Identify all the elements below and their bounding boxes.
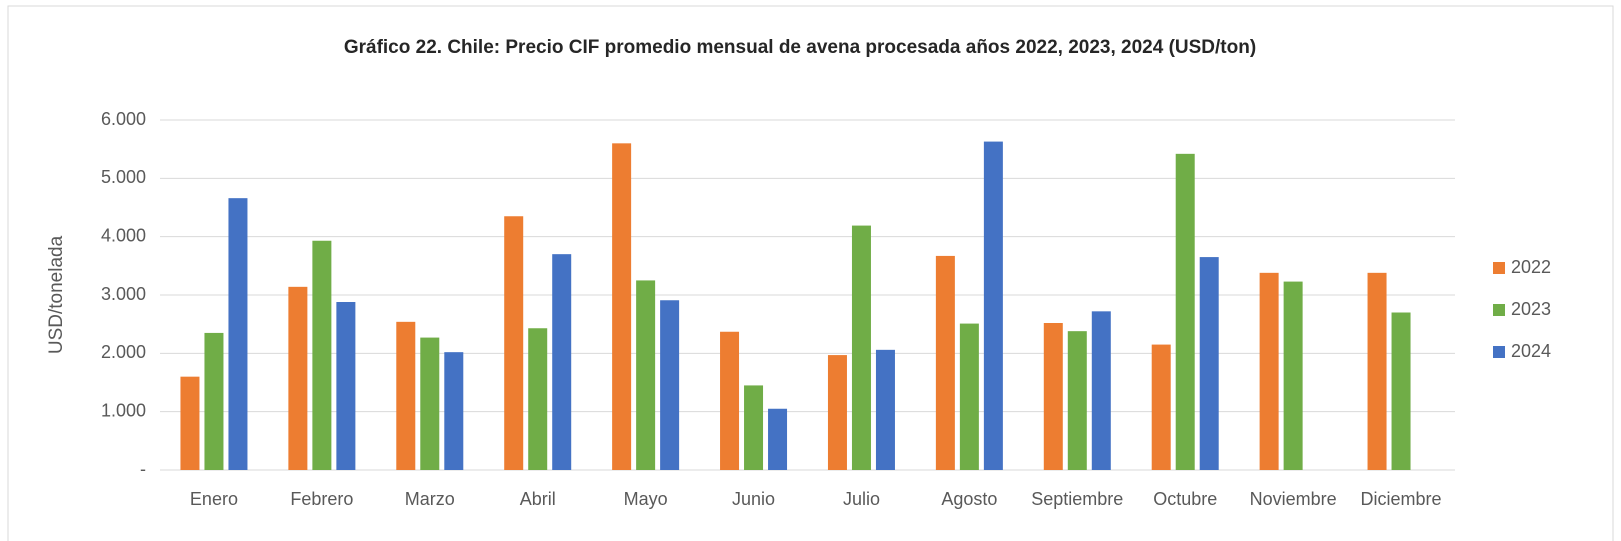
bar bbox=[851, 225, 871, 470]
x-tick-label: Abril bbox=[520, 489, 556, 509]
legend-swatch bbox=[1493, 262, 1505, 274]
x-tick-label: Enero bbox=[190, 489, 238, 509]
bar bbox=[1043, 323, 1063, 470]
bar bbox=[1199, 257, 1219, 470]
bar bbox=[744, 385, 764, 470]
x-tick-label: Diciembre bbox=[1361, 489, 1442, 509]
x-tick-label: Junio bbox=[732, 489, 775, 509]
bar bbox=[552, 254, 572, 470]
y-tick-label: 5.000 bbox=[101, 167, 146, 187]
legend-swatch bbox=[1493, 346, 1505, 358]
bar bbox=[983, 141, 1003, 471]
x-tick-label: Febrero bbox=[290, 489, 353, 509]
x-tick-label: Mayo bbox=[624, 489, 668, 509]
x-tick-label: Julio bbox=[843, 489, 880, 509]
bar bbox=[288, 286, 308, 470]
bar bbox=[768, 408, 788, 470]
bar bbox=[612, 143, 632, 471]
y-tick-label: 3.000 bbox=[101, 284, 146, 304]
chart-frame bbox=[7, 5, 1614, 541]
bar bbox=[959, 323, 979, 470]
y-tick-label: - bbox=[140, 459, 146, 479]
legend-label: 2022 bbox=[1511, 257, 1551, 277]
bar bbox=[1391, 312, 1411, 470]
chart-title: Gráfico 22. Chile: Precio CIF promedio m… bbox=[343, 37, 1257, 58]
bar bbox=[660, 300, 680, 470]
bar bbox=[875, 349, 895, 470]
bar bbox=[1259, 272, 1279, 470]
y-tick-label: 1.000 bbox=[101, 400, 146, 420]
y-axis-label: USD/tonelada bbox=[46, 235, 67, 354]
bar bbox=[204, 332, 224, 470]
bar bbox=[720, 331, 740, 470]
bar bbox=[420, 337, 440, 470]
legend-swatch bbox=[1493, 304, 1505, 316]
y-tick-label: 4.000 bbox=[101, 225, 146, 245]
y-tick-label: 2.000 bbox=[101, 342, 146, 362]
bar bbox=[312, 240, 332, 470]
bar bbox=[444, 352, 464, 470]
bar bbox=[1091, 311, 1111, 470]
legend-label: 2023 bbox=[1511, 299, 1551, 319]
x-tick-label: Octubre bbox=[1153, 489, 1217, 509]
bar bbox=[180, 376, 200, 470]
bar bbox=[1367, 272, 1387, 470]
bar bbox=[228, 198, 248, 470]
bar bbox=[935, 255, 955, 470]
bar bbox=[1175, 153, 1195, 471]
bar bbox=[336, 302, 356, 470]
bar bbox=[1067, 331, 1087, 470]
x-tick-label: Noviembre bbox=[1250, 489, 1337, 509]
bar bbox=[827, 355, 847, 470]
bar bbox=[396, 321, 416, 470]
bar bbox=[636, 280, 656, 470]
bar bbox=[1283, 281, 1303, 470]
bar bbox=[1151, 344, 1171, 470]
x-tick-label: Septiembre bbox=[1031, 489, 1123, 509]
x-tick-label: Agosto bbox=[941, 489, 997, 509]
x-tick-label: Marzo bbox=[405, 489, 455, 509]
legend-label: 2024 bbox=[1511, 341, 1551, 361]
bar bbox=[504, 216, 524, 470]
y-tick-label: 6.000 bbox=[101, 109, 146, 129]
bar bbox=[528, 328, 548, 470]
